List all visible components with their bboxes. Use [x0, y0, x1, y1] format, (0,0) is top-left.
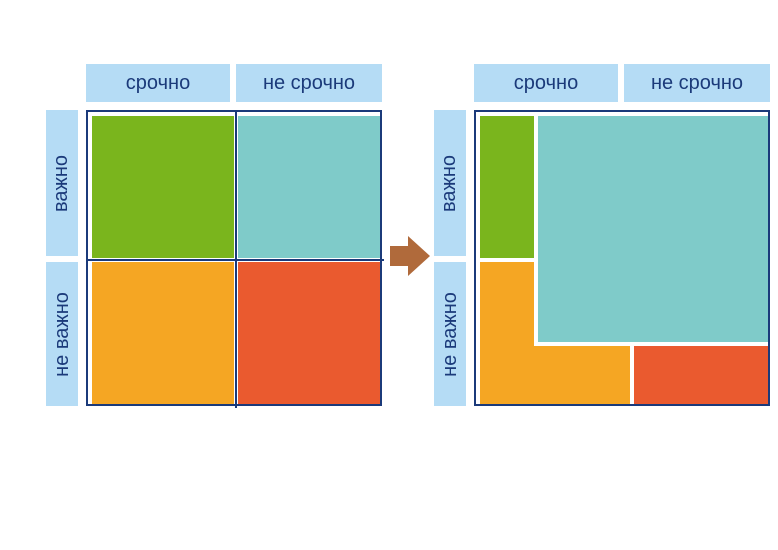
- right-q1-urgent-important: [480, 116, 534, 258]
- left-q4-not-urgent-not-important: [238, 262, 380, 404]
- left-header-urgent: срочно: [86, 64, 230, 102]
- label-important: важно: [51, 154, 74, 211]
- right-side-important: важно: [434, 110, 466, 256]
- left-side-important: важно: [46, 110, 78, 256]
- right-header-not-urgent: не срочно: [624, 64, 770, 102]
- right-q3-urgent-not-important-a: [480, 262, 534, 404]
- label-not-important: не важно: [51, 292, 74, 377]
- diagram-stage: срочно не срочно важно не важно срочно н…: [0, 0, 778, 550]
- right-q3-urgent-not-important-b: [534, 346, 630, 404]
- right-side-not-important: не важно: [434, 262, 466, 406]
- right-divider-h: [474, 259, 476, 261]
- right-q2-not-urgent-important: [538, 116, 768, 342]
- left-matrix: [86, 110, 382, 406]
- right-matrix: [474, 110, 770, 406]
- label-urgent-2: срочно: [514, 72, 578, 95]
- label-not-urgent-2: не срочно: [651, 72, 743, 95]
- label-not-important-2: не важно: [439, 292, 462, 377]
- right-divider-v: [623, 110, 625, 112]
- left-q1-urgent-important: [92, 116, 234, 258]
- right-q4-not-urgent-not-important: [634, 346, 768, 404]
- left-q3-urgent-not-important: [92, 262, 234, 404]
- left-header-not-urgent: не срочно: [236, 64, 382, 102]
- label-important-2: важно: [439, 154, 462, 211]
- transition-arrow-icon: [390, 234, 430, 278]
- left-divider-h: [88, 259, 384, 261]
- left-q2-not-urgent-important: [238, 116, 380, 258]
- label-not-urgent: не срочно: [263, 72, 355, 95]
- left-side-not-important: не важно: [46, 262, 78, 406]
- label-urgent: срочно: [126, 72, 190, 95]
- right-header-urgent: срочно: [474, 64, 618, 102]
